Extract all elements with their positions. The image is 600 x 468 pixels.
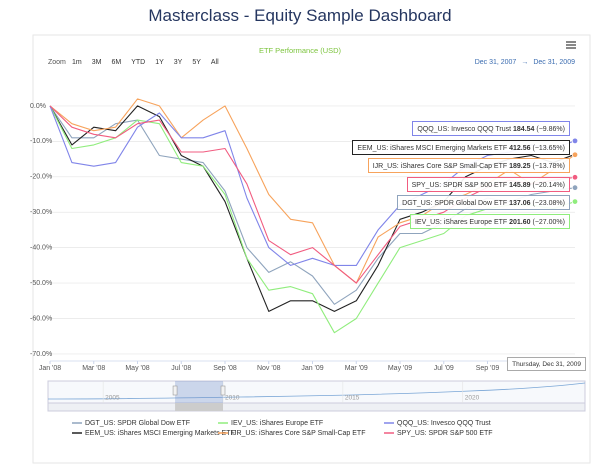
range-date[interactable]: Dec 31, 2007 bbox=[475, 59, 517, 66]
tooltip-name: IJR_US: iShares Core S&P Small-Cap ETF bbox=[372, 163, 508, 170]
x-tick-label: Sep '09 bbox=[476, 365, 500, 372]
navigator-selection[interactable] bbox=[175, 381, 224, 403]
end-marker bbox=[571, 184, 579, 191]
tooltip-change: (−23.08%) bbox=[532, 200, 566, 207]
x-tick-label: Jan '08 bbox=[39, 365, 61, 372]
tooltip-price: 189.25 bbox=[509, 163, 531, 170]
legend-label[interactable]: IJR_US: iShares Core S&P Small-Cap ETF bbox=[231, 430, 365, 437]
navigator-label: 2005 bbox=[105, 395, 120, 402]
y-tick-label: -50.0% bbox=[30, 280, 52, 287]
zoom-button[interactable]: 5Y bbox=[192, 59, 201, 66]
y-tick-label: 0.0% bbox=[30, 103, 46, 110]
x-tick-label: Mar '09 bbox=[345, 365, 368, 372]
legend-label[interactable]: DGT_US: SPDR Global Dow ETF bbox=[85, 420, 190, 427]
end-marker bbox=[571, 151, 579, 158]
scrollbar[interactable] bbox=[47, 402, 586, 412]
x-tick-label: Jul '08 bbox=[171, 365, 191, 372]
tooltip-change: (−13.78%) bbox=[532, 163, 566, 170]
x-tick-label: May '09 bbox=[388, 365, 412, 372]
tooltip-change: (−27.00%) bbox=[532, 218, 566, 226]
tooltip-name: SPY_US: SPDR S&P 500 ETF bbox=[411, 181, 508, 189]
x-tick-label: Jul '09 bbox=[434, 365, 454, 372]
tooltip: IJR_US: iShares Core S&P Small-Cap ETF 1… bbox=[367, 158, 570, 173]
end-marker bbox=[571, 198, 579, 205]
chart-title: ETF Performance (USD) bbox=[259, 46, 342, 55]
tooltip-name: IEV_US: iShares Europe ETF bbox=[414, 218, 508, 226]
navigator-label: 2015 bbox=[345, 395, 360, 402]
legend-label[interactable]: IEV_US: iShares Europe ETF bbox=[231, 420, 323, 427]
zoom-button[interactable]: 6M bbox=[111, 59, 121, 66]
tooltip: QQQ_US: Invesco QQQ Trust 184.54 (−9.86%… bbox=[412, 121, 570, 136]
tooltip: DGT_US: SPDR Global Dow ETF 137.06 (−23.… bbox=[397, 195, 570, 210]
zoom-label: Zoom bbox=[48, 59, 66, 66]
page-title: Masterclass - Equity Sample Dashboard bbox=[148, 6, 452, 25]
y-tick-label: -10.0% bbox=[30, 138, 52, 145]
series-line bbox=[49, 105, 576, 266]
navigator-handle[interactable] bbox=[220, 385, 226, 396]
tooltip-price: 412.56 bbox=[509, 144, 531, 152]
y-tick-label: -60.0% bbox=[30, 315, 52, 322]
zoom-button[interactable]: 3Y bbox=[174, 59, 183, 66]
tooltip-change: (−13.65%) bbox=[532, 144, 566, 152]
y-tick-label: -30.0% bbox=[30, 209, 52, 216]
zoom-button[interactable]: YTD bbox=[131, 59, 145, 66]
tooltip-change: (−20.14%) bbox=[532, 181, 566, 189]
tooltip-price: 201.60 bbox=[509, 218, 531, 226]
menu-icon[interactable] bbox=[566, 41, 576, 49]
end-marker bbox=[571, 174, 579, 181]
navigator-label: 2010 bbox=[225, 395, 240, 402]
tooltip-price: 137.06 bbox=[509, 200, 531, 207]
x-tick-label: Nov '08 bbox=[257, 365, 281, 372]
legend-label[interactable]: QQQ_US: Invesco QQQ Trust bbox=[397, 420, 491, 427]
legend-label[interactable]: EEM_US: iShares MSCI Emerging Markets ET… bbox=[85, 430, 235, 437]
legend-label[interactable]: SPY_US: SPDR S&P 500 ETF bbox=[397, 430, 493, 437]
navigator-handle[interactable] bbox=[172, 385, 178, 396]
tooltip-price: 145.89 bbox=[509, 181, 531, 189]
tooltip: SPY_US: SPDR S&P 500 ETF 145.89 (−20.14%… bbox=[406, 176, 570, 192]
y-tick-label: -40.0% bbox=[30, 244, 52, 251]
x-tick-label: May '08 bbox=[125, 365, 149, 372]
tooltip-change: (−9.86%) bbox=[536, 126, 565, 133]
range-date[interactable]: Dec 31, 2009 bbox=[533, 59, 575, 66]
tooltip: EEM_US: iShares MSCI Emerging Markets ET… bbox=[352, 139, 570, 155]
tooltip-price: 184.54 bbox=[513, 126, 535, 133]
zoom-button[interactable]: 1m bbox=[72, 59, 82, 66]
navigator-label: 2020 bbox=[465, 395, 480, 402]
x-tick-label: Mar '08 bbox=[82, 365, 105, 372]
tooltip-name: QQQ_US: Invesco QQQ Trust bbox=[417, 126, 512, 133]
y-tick-label: -70.0% bbox=[30, 351, 52, 358]
x-tick-label: Sep '08 bbox=[213, 365, 237, 372]
x-tick-label: Jan '09 bbox=[301, 365, 323, 372]
range-date: → bbox=[521, 59, 528, 66]
tooltip-date: Thursday, Dec 31, 2009 bbox=[507, 357, 586, 371]
zoom-button[interactable]: 3M bbox=[92, 59, 102, 66]
tooltip: IEV_US: iShares Europe ETF 201.60 (−27.0… bbox=[409, 213, 570, 229]
zoom-button[interactable]: All bbox=[211, 59, 219, 66]
navigator[interactable] bbox=[47, 380, 586, 404]
y-tick-label: -20.0% bbox=[30, 174, 52, 181]
zoom-button[interactable]: 1Y bbox=[155, 59, 164, 66]
tooltip-name: EEM_US: iShares MSCI Emerging Markets ET… bbox=[357, 144, 508, 152]
end-marker bbox=[571, 137, 579, 145]
navigator-line bbox=[47, 382, 586, 400]
navigator-thumb[interactable] bbox=[175, 403, 224, 411]
tooltip-name: DGT_US: SPDR Global Dow ETF bbox=[402, 200, 508, 207]
